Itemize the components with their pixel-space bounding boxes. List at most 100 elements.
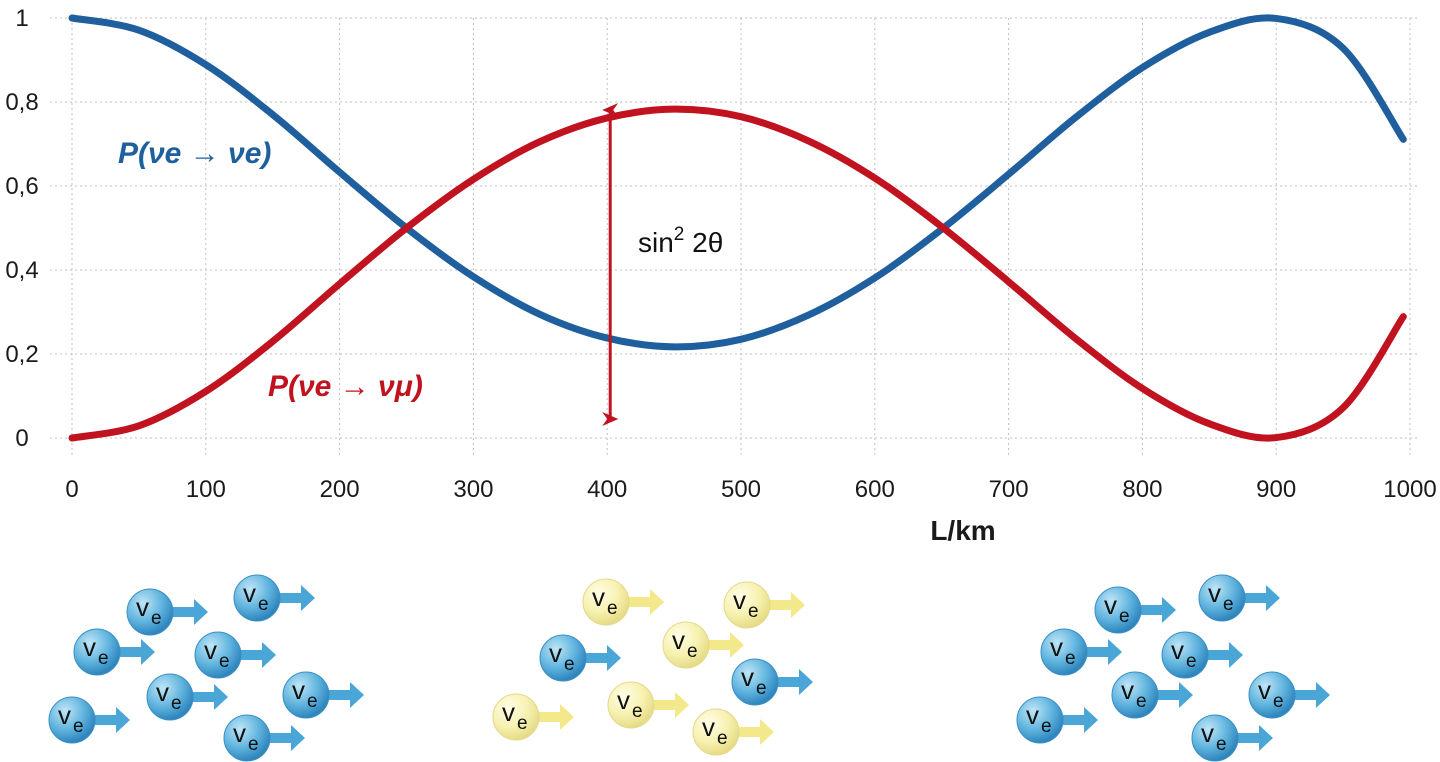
particle-subscript: e — [258, 594, 269, 615]
particle-group-2: v e v ev ev ev ev ev e v e — [492, 578, 813, 756]
particle-label: v — [83, 632, 96, 662]
x-tick-label: 300 — [453, 476, 493, 503]
particle-label: v — [617, 685, 630, 715]
particle-subscript: e — [1136, 691, 1147, 712]
particle-label: v — [243, 578, 256, 608]
particle-subscript: e — [517, 713, 528, 734]
particle-subscript: e — [248, 734, 259, 755]
particle-label: v — [1050, 632, 1063, 662]
particle-beam-illustration: v ev ev e v ev e v ev e v ev e v ev ev ev ev ev e v ev ev ev e v e… — [48, 574, 1330, 762]
particle-label: v — [292, 675, 305, 705]
particle-subscript: e — [756, 678, 767, 699]
y-axis-ticks: 0 0,2 0,4 0,6 0,8 1 — [5, 5, 38, 452]
particle-subscript: e — [717, 728, 728, 749]
x-axis-label: L/km — [930, 515, 995, 546]
particle-label: v — [156, 677, 169, 707]
particle-label: v — [1171, 635, 1184, 665]
series-label-appearance: P(νe → νμ) — [268, 370, 423, 403]
particle-subscript: e — [607, 598, 618, 619]
particle-subscript: e — [219, 651, 230, 672]
particle-label: v — [1201, 718, 1214, 748]
y-tick-label: 0,8 — [5, 89, 38, 116]
series-label-survival: P(νe → νe) — [118, 137, 271, 170]
amplitude-label: sin2 2θ — [638, 224, 723, 258]
x-tick-label: 0 — [65, 476, 78, 503]
particle-label: v — [502, 697, 515, 727]
particle-subscript: e — [1273, 691, 1284, 712]
particle-label: v — [549, 638, 562, 668]
y-tick-label: 0,2 — [5, 341, 38, 368]
particle-label: v — [702, 712, 715, 742]
particle-label: v — [1026, 700, 1039, 730]
particle-subscript: e — [151, 608, 162, 629]
particle-label: v — [1121, 675, 1134, 705]
particle-group-3: v ev ev e v ev e v ev e v e — [1016, 574, 1330, 762]
series-lines — [68, 14, 1407, 442]
particle-label: v — [741, 662, 754, 692]
x-tick-label: 1000 — [1383, 476, 1436, 503]
particle-label: v — [1258, 675, 1271, 705]
particle-subscript: e — [1223, 594, 1234, 615]
particle-subscript: e — [73, 716, 84, 737]
x-tick-label: 200 — [320, 476, 360, 503]
particle-label: v — [136, 592, 149, 622]
particle-subscript: e — [1186, 651, 1197, 672]
particle-label: v — [733, 585, 746, 615]
particle-label: v — [58, 700, 71, 730]
particle-subscript: e — [1065, 648, 1076, 669]
series-line-0 — [68, 14, 1407, 351]
particle-group-1: v ev ev e v ev e v ev e v e — [48, 574, 364, 762]
particle-label: v — [204, 635, 217, 665]
particle-label: v — [1208, 578, 1221, 608]
particle-subscript: e — [687, 641, 698, 662]
x-tick-label: 900 — [1256, 476, 1296, 503]
particle-subscript: e — [1041, 716, 1052, 737]
particle-subscript: e — [748, 601, 759, 622]
y-tick-label: 1 — [15, 5, 28, 32]
particle-subscript: e — [1216, 734, 1227, 755]
y-tick-label: 0 — [15, 425, 28, 452]
particle-label: v — [672, 625, 685, 655]
particle-label: v — [1104, 590, 1117, 620]
particle-subscript: e — [1119, 606, 1130, 627]
particle-subscript: e — [98, 648, 109, 669]
amplitude-annotation: sin2 2θ — [602, 103, 723, 426]
x-tick-label: 400 — [587, 476, 627, 503]
y-tick-label: 0,4 — [5, 257, 38, 284]
grid — [50, 17, 1420, 458]
x-tick-label: 100 — [186, 476, 226, 503]
x-axis-ticks: 0 100 200 300 400 500 600 700 800 900 1000 — [65, 476, 1436, 503]
x-tick-label: 600 — [855, 476, 895, 503]
x-tick-label: 500 — [721, 476, 761, 503]
particle-label: v — [592, 582, 605, 612]
particle-subscript: e — [564, 654, 575, 675]
series-line-1 — [68, 105, 1407, 442]
particle-subscript: e — [632, 701, 643, 722]
y-tick-label: 0,6 — [5, 173, 38, 200]
